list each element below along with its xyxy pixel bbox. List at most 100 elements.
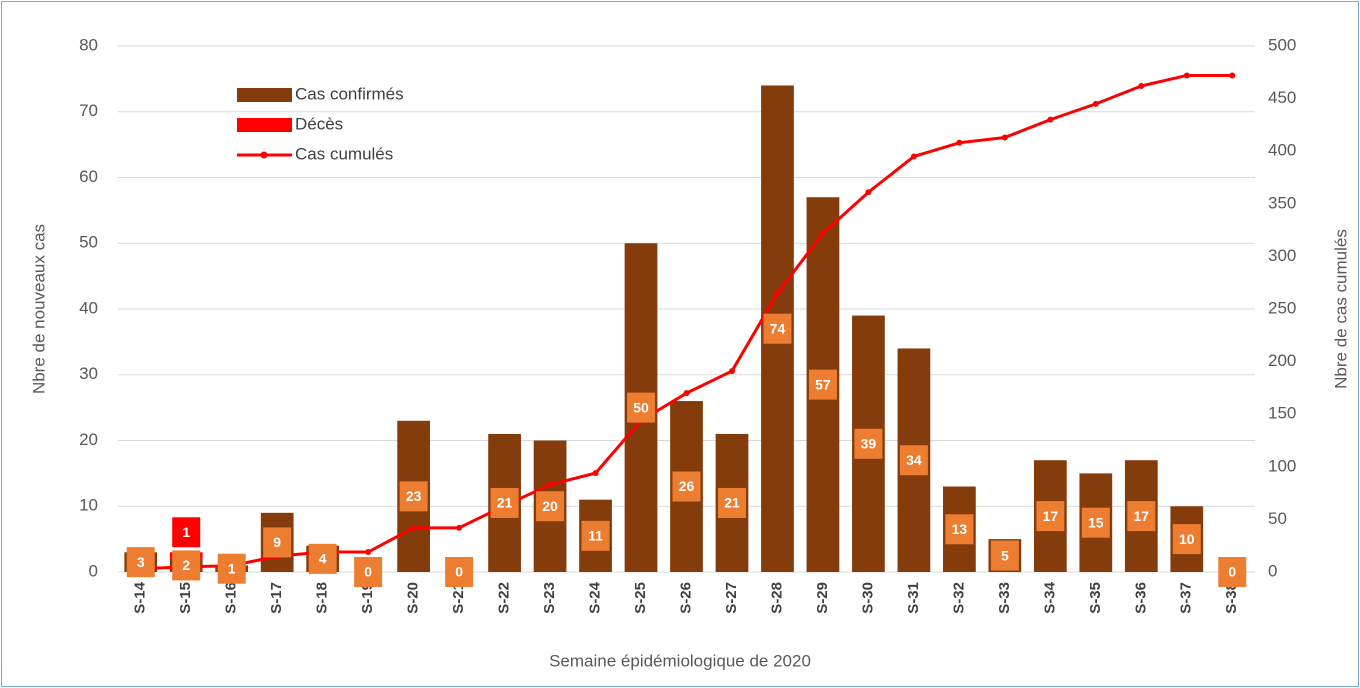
x-tick-label: S-35 — [1087, 582, 1104, 614]
value-label-box — [490, 487, 519, 518]
x-tick-label: S-32 — [950, 582, 967, 614]
value-label-box — [672, 471, 701, 502]
value-label-box — [990, 540, 1019, 571]
value-label-box — [717, 487, 746, 518]
value-label: 17 — [1134, 508, 1150, 524]
value-label-box — [172, 517, 201, 548]
y2-tick-label: 100 — [1268, 456, 1296, 475]
y-tick-label: 40 — [79, 298, 98, 317]
x-tick-label: S-16 — [223, 582, 240, 614]
value-label: 0 — [364, 564, 372, 580]
line-marker — [819, 230, 826, 237]
x-tick-label: S-27 — [723, 582, 740, 614]
x-tick-label: S-29 — [814, 582, 831, 614]
y-tick-label: 60 — [79, 167, 98, 186]
value-label: 3 — [137, 554, 145, 570]
value-label-box — [536, 491, 565, 522]
line-marker — [1138, 82, 1145, 89]
legend-swatch — [237, 88, 292, 102]
value-label: 0 — [455, 564, 463, 580]
x-tick-label: S-15 — [177, 582, 194, 614]
y-tick-label: 20 — [79, 430, 98, 449]
value-label-box — [945, 514, 974, 545]
line-marker — [456, 524, 463, 531]
value-label: 21 — [497, 495, 513, 511]
line-marker — [410, 524, 417, 531]
x-tick-label: S-31 — [905, 582, 922, 614]
line-marker — [592, 470, 599, 477]
value-label-box — [445, 557, 474, 587]
x-tick-label: S-20 — [405, 582, 422, 614]
y-tick-label: 50 — [79, 233, 98, 252]
value-label: 1 — [182, 524, 190, 540]
value-label: 11 — [588, 528, 603, 544]
x-axis-title: Semaine épidémiologique de 2020 — [549, 651, 811, 670]
y-tick-label: 30 — [79, 364, 98, 383]
x-tick-label: S-25 — [632, 582, 649, 614]
x-tick-label: S-34 — [1041, 581, 1058, 613]
value-label: 0 — [1228, 564, 1236, 580]
y2-tick-label: 300 — [1268, 246, 1296, 265]
y2-tick-label: 400 — [1268, 141, 1296, 160]
line-marker — [865, 189, 872, 196]
value-label: 74 — [770, 320, 786, 336]
value-label: 21 — [724, 495, 740, 511]
value-label-box — [581, 520, 610, 551]
line-marker — [910, 153, 917, 160]
x-tick-label: S-26 — [677, 582, 694, 614]
value-label: 2 — [182, 557, 190, 573]
value-label: 10 — [1179, 531, 1195, 547]
line-marker — [1229, 72, 1236, 79]
value-label: 5 — [1001, 547, 1009, 563]
value-label-box — [627, 392, 656, 423]
x-tick-label: S-28 — [768, 582, 785, 614]
line-marker — [1092, 100, 1099, 107]
y-axis-title: Nbre de nouveaux cas — [29, 224, 48, 394]
y-tick-label: 70 — [79, 101, 98, 120]
value-label: 57 — [815, 376, 831, 392]
line-marker — [1001, 134, 1008, 141]
y2-tick-label: 0 — [1268, 561, 1277, 580]
y2-tick-label: 150 — [1268, 404, 1296, 423]
value-label-box — [1172, 524, 1201, 555]
x-tick-label: S-19 — [359, 582, 376, 614]
value-label: 17 — [1043, 508, 1059, 524]
x-tick-label: S-21 — [450, 582, 467, 614]
line-marker — [683, 390, 690, 397]
x-tick-label: S-22 — [496, 582, 513, 614]
x-tick-label: S-38 — [1223, 582, 1240, 614]
value-label-box — [172, 550, 201, 581]
value-label-box — [899, 445, 928, 476]
x-tick-label: S-17 — [268, 582, 285, 614]
line-marker — [956, 139, 963, 146]
legend-label: Cas cumulés — [295, 144, 393, 163]
x-tick-label: S-23 — [541, 582, 558, 614]
legend-label: Décès — [295, 114, 343, 133]
line-marker — [547, 481, 554, 488]
y2-tick-label: 450 — [1268, 88, 1296, 107]
y2-axis-title: Nbre de cas cumulés — [1331, 229, 1350, 389]
x-tick-label: S-37 — [1178, 582, 1195, 614]
value-label: 26 — [679, 478, 695, 494]
value-label: 20 — [542, 498, 558, 514]
line-marker — [365, 549, 372, 556]
value-label: 4 — [319, 551, 327, 567]
line-marker — [728, 368, 735, 375]
value-label-box — [763, 313, 792, 344]
y2-tick-label: 200 — [1268, 351, 1296, 370]
y2-tick-label: 500 — [1268, 35, 1296, 54]
value-label-box — [263, 527, 292, 558]
legend-label: Cas confirmés — [295, 84, 404, 103]
line-marker — [1183, 72, 1190, 79]
value-label-box — [1081, 507, 1110, 538]
y2-tick-label: 250 — [1268, 298, 1296, 317]
legend-swatch — [237, 118, 292, 132]
line-marker — [774, 290, 781, 297]
value-label: 1 — [228, 560, 236, 576]
legend-swatch — [260, 151, 268, 159]
line-marker — [1047, 116, 1054, 123]
value-label-box — [354, 557, 383, 587]
y-tick-label: 0 — [89, 561, 98, 580]
x-tick-label: S-18 — [314, 582, 331, 614]
